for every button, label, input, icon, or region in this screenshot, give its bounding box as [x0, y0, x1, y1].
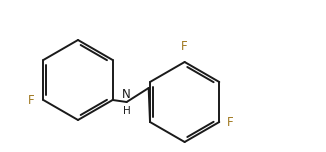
Text: F: F: [227, 116, 234, 128]
Text: N: N: [122, 88, 131, 101]
Text: F: F: [28, 93, 34, 107]
Text: H: H: [123, 106, 130, 116]
Text: F: F: [181, 40, 188, 53]
